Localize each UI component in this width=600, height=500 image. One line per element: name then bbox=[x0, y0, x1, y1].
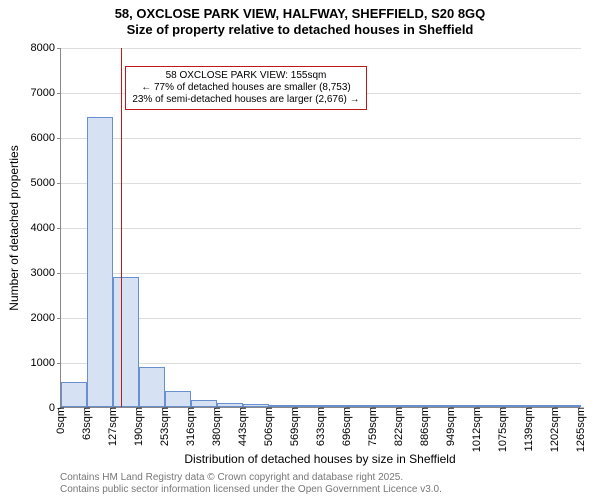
xtick-label: 63sqm bbox=[81, 407, 93, 440]
xtick-label: 253sqm bbox=[159, 407, 171, 446]
gridline bbox=[61, 363, 581, 364]
ytick-label: 1000 bbox=[15, 357, 55, 369]
histogram-bar bbox=[191, 400, 217, 407]
gridline bbox=[61, 273, 581, 274]
xtick-label: 1139sqm bbox=[523, 407, 535, 451]
xtick-label: 506sqm bbox=[263, 407, 275, 446]
ytick-label: 5000 bbox=[15, 177, 55, 189]
xtick-label: 822sqm bbox=[393, 407, 405, 446]
footer-line2: Contains public sector information licen… bbox=[60, 484, 442, 496]
xtick-label: 949sqm bbox=[445, 407, 457, 446]
gridline bbox=[61, 228, 581, 229]
ytick-label: 3000 bbox=[15, 267, 55, 279]
title-line1: 58, OXCLOSE PARK VIEW, HALFWAY, SHEFFIEL… bbox=[0, 6, 600, 22]
xtick-label: 316sqm bbox=[185, 407, 197, 446]
ytick-label: 0 bbox=[15, 402, 55, 414]
xtick-label: 759sqm bbox=[367, 407, 379, 446]
ytick-mark bbox=[57, 48, 61, 49]
ytick-mark bbox=[57, 273, 61, 274]
histogram-bar bbox=[165, 391, 191, 407]
x-axis-label: Distribution of detached houses by size … bbox=[184, 452, 455, 466]
chart-area: Number of detached properties 0100020003… bbox=[60, 48, 580, 408]
xtick-label: 443sqm bbox=[237, 407, 249, 446]
annotation-line1: 58 OXCLOSE PARK VIEW: 155sqm bbox=[132, 70, 359, 82]
xtick-label: 569sqm bbox=[289, 407, 301, 446]
title-line2: Size of property relative to detached ho… bbox=[0, 22, 600, 38]
annotation-box: 58 OXCLOSE PARK VIEW: 155sqm← 77% of det… bbox=[125, 66, 366, 110]
xtick-label: 1012sqm bbox=[471, 407, 483, 452]
ytick-mark bbox=[57, 228, 61, 229]
footer-line1: Contains HM Land Registry data © Crown c… bbox=[60, 472, 442, 484]
annotation-line2: ← 77% of detached houses are smaller (8,… bbox=[132, 82, 359, 94]
ytick-mark bbox=[57, 318, 61, 319]
xtick-label: 127sqm bbox=[107, 407, 119, 446]
xtick-label: 1075sqm bbox=[497, 407, 509, 452]
ytick-label: 7000 bbox=[15, 87, 55, 99]
annotation-line3: 23% of semi-detached houses are larger (… bbox=[132, 94, 359, 106]
histogram-bar bbox=[113, 277, 139, 408]
histogram-bar bbox=[139, 367, 165, 408]
xtick-label: 190sqm bbox=[133, 407, 145, 446]
ytick-label: 4000 bbox=[15, 222, 55, 234]
ytick-mark bbox=[57, 183, 61, 184]
gridline bbox=[61, 138, 581, 139]
xtick-label: 633sqm bbox=[315, 407, 327, 446]
xtick-label: 0sqm bbox=[55, 407, 67, 434]
ytick-mark bbox=[57, 93, 61, 94]
ytick-mark bbox=[57, 138, 61, 139]
xtick-label: 886sqm bbox=[419, 407, 431, 446]
gridline bbox=[61, 318, 581, 319]
xtick-label: 380sqm bbox=[211, 407, 223, 446]
histogram-bar bbox=[87, 117, 113, 407]
xtick-label: 696sqm bbox=[341, 407, 353, 446]
marker-line bbox=[121, 48, 122, 407]
gridline bbox=[61, 48, 581, 49]
xtick-label: 1202sqm bbox=[549, 407, 561, 452]
gridline bbox=[61, 183, 581, 184]
ytick-label: 2000 bbox=[15, 312, 55, 324]
xtick-label: 1265sqm bbox=[575, 407, 587, 452]
ytick-label: 6000 bbox=[15, 132, 55, 144]
ytick-label: 8000 bbox=[15, 42, 55, 54]
ytick-mark bbox=[57, 363, 61, 364]
histogram-bar bbox=[61, 382, 87, 407]
footer: Contains HM Land Registry data © Crown c… bbox=[60, 472, 442, 496]
chart-title-block: 58, OXCLOSE PARK VIEW, HALFWAY, SHEFFIEL… bbox=[0, 0, 600, 37]
plot-region: 0100020003000400050006000700080000sqm63s… bbox=[60, 48, 580, 408]
